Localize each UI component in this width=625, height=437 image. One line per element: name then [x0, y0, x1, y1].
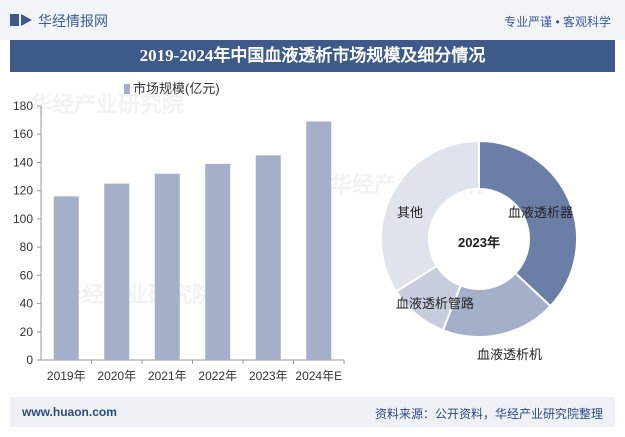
chart-svg: 华经产业研究院 华经产业研究院 华经产业研究院 市场规模(亿元) 0204060… — [13, 81, 578, 383]
y-tick-label: 140 — [13, 155, 33, 169]
x-tick-label: 2024年E — [295, 369, 342, 383]
footer: www.huaon.com 资料来源：公开资料，华经产业研究院整理 — [10, 397, 615, 427]
x-tick-label: 2020年 — [97, 369, 136, 383]
y-tick-label: 80 — [20, 240, 34, 254]
legend-label: 市场规模(亿元) — [133, 81, 220, 96]
donut-slice-0 — [478, 139, 578, 308]
bar-1 — [104, 183, 130, 360]
y-tick-label: 20 — [20, 325, 34, 339]
svg-text:华经产业研究院: 华经产业研究院 — [60, 282, 214, 307]
donut-label-dialyzer: 血液透析器 — [508, 205, 573, 220]
donut-slice-3 — [380, 139, 480, 293]
svg-text:华经产业研究院: 华经产业研究院 — [30, 92, 184, 117]
site-name: 华经情报网 — [38, 13, 108, 29]
bar-3 — [205, 163, 231, 360]
footer-source: 资料来源：公开资料，华经产业研究院整理 — [374, 407, 603, 421]
y-tick-label: 180 — [13, 99, 33, 113]
bar-2 — [154, 173, 180, 360]
x-tick-label: 2021年 — [148, 369, 187, 383]
donut-center-label: 2023年 — [458, 235, 500, 250]
legend-swatch — [124, 84, 130, 94]
y-tick-label: 60 — [20, 268, 34, 282]
bar-5 — [306, 121, 332, 360]
x-tick-label: 2023年 — [249, 369, 288, 383]
y-tick-label: 160 — [13, 127, 33, 141]
logo-icon — [10, 14, 32, 26]
chart-area: 华经产业研究院 华经产业研究院 华经产业研究院 市场规模(亿元) 0204060… — [0, 72, 625, 392]
slogan: 专业严谨 • 客观科学 — [504, 15, 611, 29]
x-tick-label: 2019年 — [47, 369, 86, 383]
y-tick-label: 100 — [13, 212, 33, 226]
donut-label-tubing: 血液透析管路 — [396, 296, 474, 311]
y-tick-label: 120 — [13, 184, 33, 198]
bar-4 — [255, 155, 281, 360]
footer-url[interactable]: www.huaon.com — [22, 405, 117, 419]
chart-title: 2019-2024年中国血液透析市场规模及细分情况 — [10, 40, 615, 72]
donut-label-machine: 血液透析机 — [477, 347, 542, 362]
donut-label-other: 其他 — [397, 205, 423, 220]
bar-0 — [53, 196, 79, 360]
y-tick-label: 0 — [26, 353, 33, 367]
y-tick-label: 40 — [20, 297, 34, 311]
top-bar: 华经情报网 专业严谨 • 客观科学 — [0, 0, 625, 40]
x-tick-label: 2022年 — [198, 369, 237, 383]
